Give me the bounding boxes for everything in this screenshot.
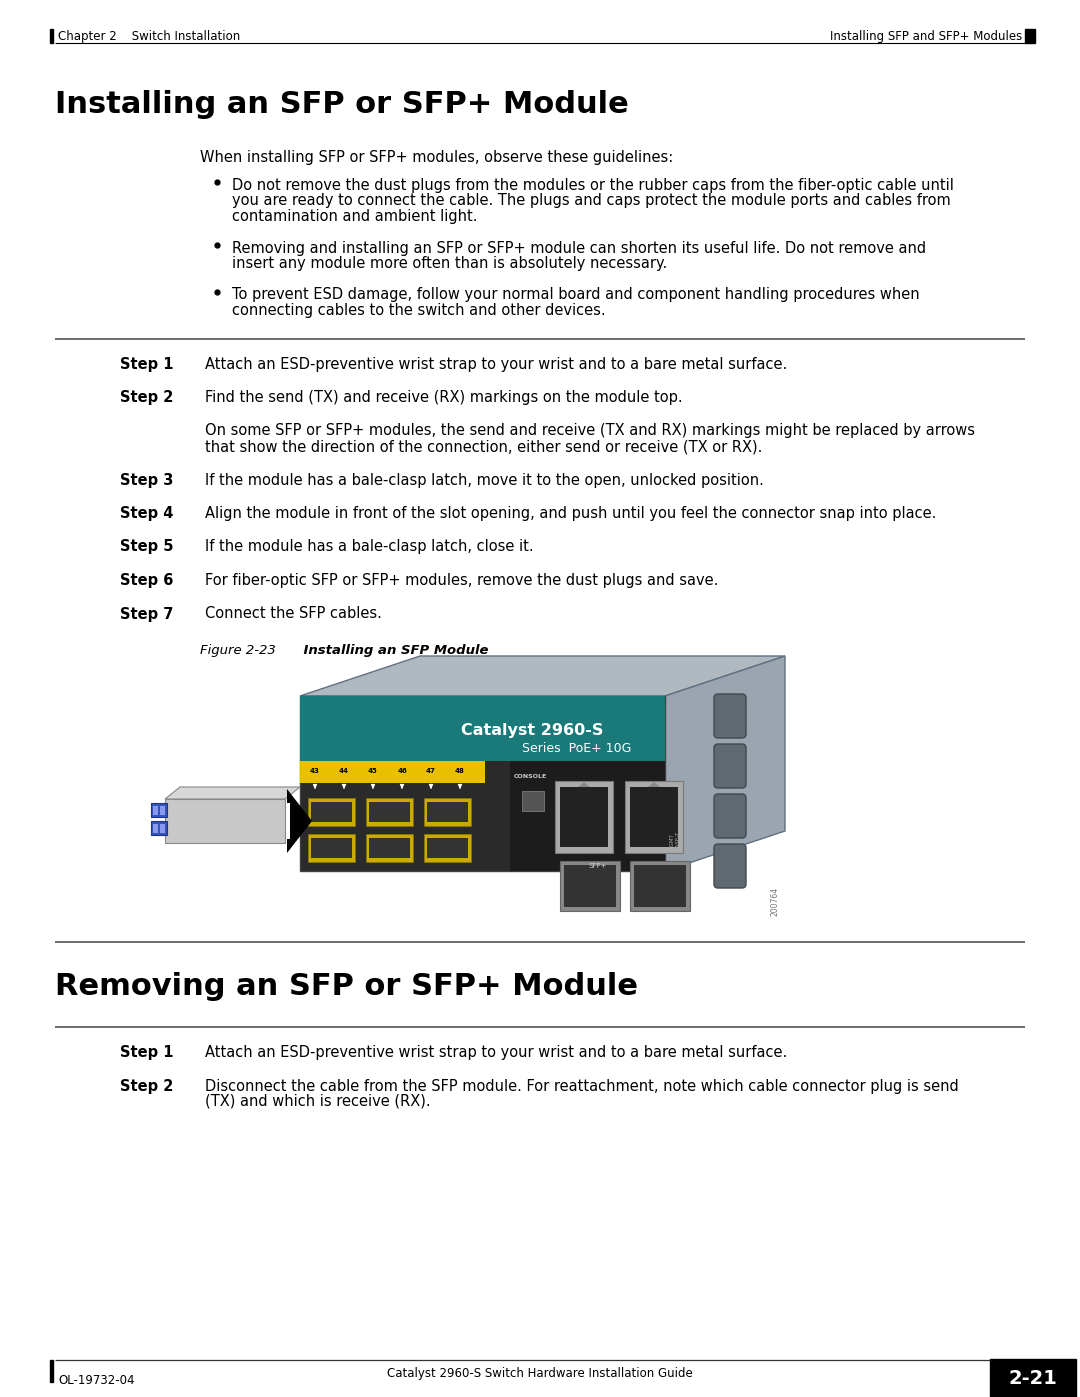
Text: that show the direction of the connection, either send or receive (TX or RX).: that show the direction of the connectio… — [205, 439, 762, 454]
Text: contamination and ambient light.: contamination and ambient light. — [232, 210, 477, 224]
Bar — [160, 806, 165, 814]
Text: If the module has a bale-clasp latch, move it to the open, unlocked position.: If the module has a bale-clasp latch, mo… — [205, 472, 764, 488]
Text: connecting cables to the switch and other devices.: connecting cables to the switch and othe… — [232, 303, 606, 319]
Text: (TX) and which is receive (RX).: (TX) and which is receive (RX). — [205, 1094, 431, 1109]
Bar — [50, 1361, 53, 1382]
Polygon shape — [510, 761, 665, 870]
Bar — [990, 1359, 1076, 1397]
Bar — [151, 821, 167, 835]
Text: insert any module more often than is absolutely necessary.: insert any module more often than is abs… — [232, 256, 667, 271]
Text: Do not remove the dust plugs from the modules or the rubber caps from the fiber-: Do not remove the dust plugs from the mo… — [232, 177, 954, 193]
Bar — [561, 861, 620, 911]
Text: Align the module in front of the slot opening, and push until you feel the conne: Align the module in front of the slot op… — [205, 506, 936, 521]
Polygon shape — [287, 789, 312, 854]
Text: Step 3: Step 3 — [120, 472, 174, 488]
Text: you are ready to connect the cable. The plugs and caps protect the module ports : you are ready to connect the cable. The … — [232, 194, 950, 208]
Text: Step 7: Step 7 — [120, 606, 174, 622]
Text: 48: 48 — [455, 768, 464, 774]
Bar — [555, 781, 613, 854]
Text: Step 6: Step 6 — [120, 573, 174, 588]
Text: Installing an SFP or SFP+ Module: Installing an SFP or SFP+ Module — [55, 89, 629, 119]
Bar — [424, 798, 471, 826]
Text: SFP+: SFP+ — [589, 863, 607, 869]
Text: To prevent ESD damage, follow your normal board and component handling procedure: To prevent ESD damage, follow your norma… — [232, 288, 920, 303]
Polygon shape — [300, 696, 665, 761]
Text: Attach an ESD-preventive wrist strap to your wrist and to a bare metal surface.: Attach an ESD-preventive wrist strap to … — [205, 1045, 787, 1060]
Bar — [564, 865, 616, 907]
Text: If the module has a bale-clasp latch, close it.: If the module has a bale-clasp latch, cl… — [205, 539, 534, 555]
Bar — [424, 834, 471, 862]
Text: 2-21: 2-21 — [1009, 1369, 1057, 1387]
Bar — [369, 802, 409, 821]
Polygon shape — [300, 657, 785, 696]
Text: Disconnect the cable from the SFP module. For reattachment, note which cable con: Disconnect the cable from the SFP module… — [205, 1078, 959, 1094]
Text: CONSOLE: CONSOLE — [513, 774, 546, 778]
Text: Removing an SFP or SFP+ Module: Removing an SFP or SFP+ Module — [55, 972, 638, 1002]
Text: When installing SFP or SFP+ modules, observe these guidelines:: When installing SFP or SFP+ modules, obs… — [200, 149, 673, 165]
Text: OL-19732-04: OL-19732-04 — [58, 1375, 135, 1387]
Bar — [153, 824, 158, 833]
Text: For fiber-optic SFP or SFP+ modules, remove the dust plugs and save.: For fiber-optic SFP or SFP+ modules, rem… — [205, 573, 718, 588]
Polygon shape — [165, 787, 300, 799]
Text: 45: 45 — [368, 768, 378, 774]
Bar — [160, 824, 165, 833]
Bar — [561, 787, 608, 847]
Text: MGMT
BASE-T: MGMT BASE-T — [670, 831, 680, 851]
Bar — [311, 802, 352, 821]
Text: Catalyst 2960-S: Catalyst 2960-S — [461, 724, 604, 739]
Text: Find the send (TX) and receive (RX) markings on the module top.: Find the send (TX) and receive (RX) mark… — [205, 390, 683, 405]
Text: Step 2: Step 2 — [120, 1078, 174, 1094]
Text: Attach an ESD-preventive wrist strap to your wrist and to a bare metal surface.: Attach an ESD-preventive wrist strap to … — [205, 356, 787, 372]
Bar — [366, 834, 413, 862]
Text: Chapter 2    Switch Installation: Chapter 2 Switch Installation — [58, 29, 240, 43]
Bar — [50, 29, 53, 43]
Polygon shape — [648, 782, 660, 787]
Bar — [427, 838, 468, 858]
Bar — [522, 791, 544, 812]
FancyBboxPatch shape — [714, 844, 746, 888]
Bar — [153, 806, 158, 814]
FancyBboxPatch shape — [714, 694, 746, 738]
Text: Series  PoE+ 10G: Series PoE+ 10G — [523, 742, 632, 754]
Bar — [634, 865, 686, 907]
Text: On some SFP or SFP+ modules, the send and receive (TX and RX) markings might be : On some SFP or SFP+ modules, the send an… — [205, 423, 975, 439]
Bar — [1025, 29, 1035, 43]
Text: 44: 44 — [339, 768, 349, 774]
Text: 46: 46 — [397, 768, 407, 774]
Bar — [151, 803, 167, 817]
Bar — [369, 838, 409, 858]
Text: Connect the SFP cables.: Connect the SFP cables. — [205, 606, 382, 622]
Text: Installing SFP and SFP+ Modules: Installing SFP and SFP+ Modules — [829, 29, 1022, 43]
Bar — [630, 861, 690, 911]
Polygon shape — [165, 799, 285, 842]
Bar — [630, 787, 678, 847]
Polygon shape — [578, 782, 590, 787]
Text: Step 5: Step 5 — [120, 539, 174, 555]
FancyBboxPatch shape — [714, 793, 746, 838]
Text: Step 1: Step 1 — [120, 1045, 174, 1060]
Text: Catalyst 2960-S Switch Hardware Installation Guide: Catalyst 2960-S Switch Hardware Installa… — [387, 1368, 693, 1380]
Text: Figure 2-23: Figure 2-23 — [200, 644, 275, 657]
Polygon shape — [300, 761, 485, 782]
Bar — [366, 798, 413, 826]
FancyBboxPatch shape — [714, 745, 746, 788]
Text: Installing an SFP Module: Installing an SFP Module — [285, 644, 488, 657]
Bar — [427, 802, 468, 821]
Bar — [308, 798, 355, 826]
Bar — [625, 781, 683, 854]
Text: Step 2: Step 2 — [120, 390, 174, 405]
Text: Step 4: Step 4 — [120, 506, 174, 521]
Polygon shape — [665, 657, 785, 870]
Text: Step 1: Step 1 — [120, 356, 174, 372]
Text: 47: 47 — [427, 768, 436, 774]
Bar — [311, 838, 352, 858]
Text: 200764: 200764 — [771, 887, 780, 916]
Text: Removing and installing an SFP or SFP+ module can shorten its useful life. Do no: Removing and installing an SFP or SFP+ m… — [232, 240, 927, 256]
Bar — [308, 834, 355, 862]
Polygon shape — [300, 696, 665, 870]
Text: 43: 43 — [310, 768, 320, 774]
